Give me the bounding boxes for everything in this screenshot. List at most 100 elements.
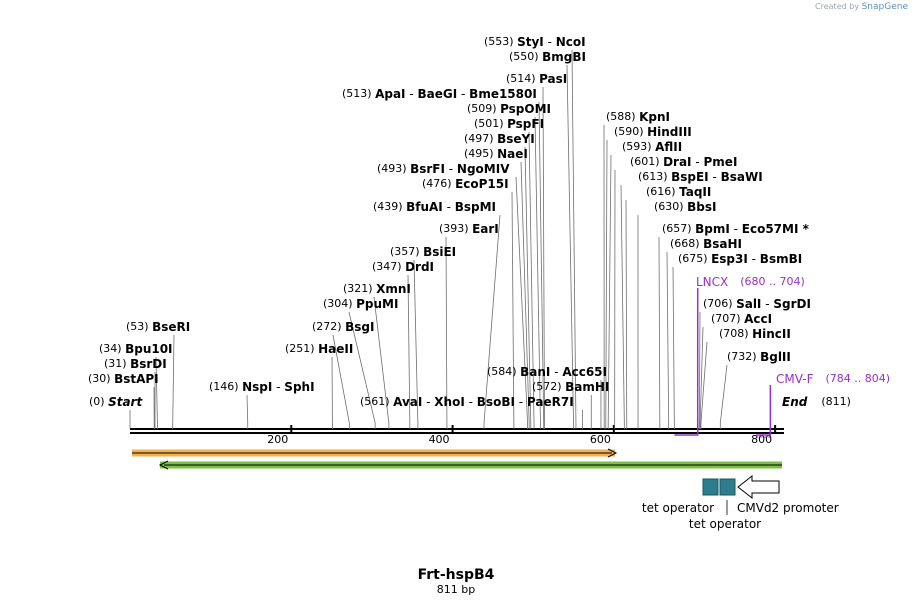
cut-leader-bpmi: [658, 236, 661, 429]
site-label-ecop15i[interactable]: (476) EcoP15I: [422, 177, 509, 191]
site-label-bseri[interactable]: (53) BseRI: [126, 320, 190, 334]
cut-leader-pasi: [542, 86, 545, 429]
primer-annotations: LNCX (680 .. 704) CMV-F (784 .. 804): [674, 275, 890, 438]
site-label-bsahi[interactable]: (668) BsaHI: [670, 237, 742, 251]
site-label-sali[interactable]: (706) SalI - SgrDI: [703, 297, 811, 311]
ruler-tick-label-800: 800: [751, 433, 772, 446]
site-label-eari[interactable]: (393) EarI: [439, 222, 499, 236]
green-feature-arrow[interactable]: [158, 460, 782, 470]
cmvd2-promoter-arrow[interactable]: [737, 474, 780, 500]
ruler-ticks: 200 400 600 800: [267, 425, 777, 446]
site-label-bstapi[interactable]: (30) BstAPI: [88, 372, 159, 386]
feature-label-cmvd2-promoter: CMVd2 promoter: [737, 501, 839, 515]
cut-leader-aflii: [607, 154, 612, 429]
site-label-bsrfi[interactable]: (493) BsrFI - NgoMIV: [377, 162, 510, 176]
site-label-drai[interactable]: (601) DraI - PmeI: [630, 155, 737, 169]
site-label-bamhi[interactable]: (572) BamHI: [532, 380, 609, 394]
site-label-styi[interactable]: (553) StyI - NcoI: [484, 35, 586, 49]
cut-leader-bsrfi: [515, 176, 528, 429]
cut-leader-sali: [698, 311, 701, 429]
map-title: Frt-hspB4: [418, 567, 495, 583]
site-label-pspfi[interactable]: (501) PspFI: [474, 117, 544, 131]
cut-leader-hindiii: [605, 139, 608, 429]
site-label-bsrdi[interactable]: (31) BsrDI: [104, 357, 167, 371]
site-label-bspei[interactable]: (613) BspEI - BsaWI: [638, 170, 763, 184]
site-label-kpni[interactable]: (588) KpnI: [606, 110, 670, 124]
site-label-bseyi[interactable]: (497) BseYI: [464, 132, 535, 146]
site-label-pasi[interactable]: (514) PasI: [506, 72, 567, 86]
site-label-bsiei[interactable]: (357) BsiEI: [390, 245, 456, 259]
site-label-hincii[interactable]: (708) HincII: [719, 327, 791, 341]
snapgene-credit: Created by SnapGene: [815, 2, 908, 12]
site-label-end[interactable]: End (811): [782, 395, 851, 409]
cut-leader-hincii: [700, 341, 708, 429]
credit-prefix: Created by: [815, 2, 860, 11]
cut-leader-pspomi: [534, 116, 541, 429]
site-label-acci[interactable]: (707) AccI: [711, 312, 772, 326]
feature-label-tet-operator-1: tet operator: [642, 501, 714, 515]
site-label-esp3i[interactable]: (675) Esp3I - BsmBI: [678, 252, 802, 266]
site-label-aflii[interactable]: (593) AflII: [622, 140, 682, 154]
site-label-bglii[interactable]: (732) BglII: [727, 350, 791, 364]
cut-leader-naei: [520, 161, 530, 429]
primer-label-lncx[interactable]: LNCX (680 .. 704): [696, 275, 805, 289]
cut-leader-eari: [445, 236, 448, 429]
site-label-bsgi[interactable]: (272) BsgI: [312, 320, 374, 334]
snapgene-logo: SnapGene: [861, 2, 908, 12]
cut-leader-bseyi: [524, 146, 532, 429]
cut-leader-bmgbi: [566, 64, 574, 429]
site-label-pspomi[interactable]: (509) PspOMI: [467, 102, 551, 116]
site-label-ppumi[interactable]: (304) PpuMI: [323, 297, 398, 311]
site-label-naei[interactable]: (495) NaeI: [464, 147, 528, 161]
cut-leader-bsahi: [666, 251, 670, 429]
cut-leader-xmni: [373, 296, 390, 429]
cut-leader-styi: [571, 49, 577, 429]
cut-leader-bsiei: [413, 259, 419, 429]
cut-site-leaders: [129, 49, 728, 429]
site-label-xmni[interactable]: (321) XmnI: [343, 282, 411, 296]
cut-leader-bpu10i: [155, 356, 158, 429]
primer-cmv-f-arrow[interactable]: [756, 385, 772, 436]
orange-feature-arrow[interactable]: [132, 448, 618, 458]
map-length: 811 bp: [437, 583, 475, 596]
cut-leader-pspfi: [528, 131, 535, 429]
site-label-bpu10i[interactable]: (34) Bpu10I: [99, 342, 173, 356]
cut-leader-bglii: [719, 364, 728, 429]
restriction-site-labels: (553) StyI - NcoI(550) BmgBI(514) PasI(5…: [88, 35, 851, 409]
cut-leader-nspi: [246, 394, 249, 429]
cut-leader-apai: [538, 101, 545, 429]
site-label-apai[interactable]: (513) ApaI - BaeGI - Bme1580I: [342, 87, 537, 101]
cut-leader-taqii: [625, 199, 628, 429]
cut-leader-bseri: [172, 334, 175, 429]
sequence-backbone: [130, 428, 784, 434]
cut-leader-ppumi: [348, 311, 376, 429]
ruler-tick-label-600: 600: [590, 433, 611, 446]
ruler-tick-label-200: 200: [267, 433, 288, 446]
primer-label-cmv-f[interactable]: CMV-F (784 .. 804): [776, 372, 890, 386]
cut-leader-bsgi: [332, 334, 350, 429]
tet-operator-box-1[interactable]: [702, 478, 719, 496]
feature-label-tet-operator-2: tet operator: [689, 517, 761, 531]
site-label-hindiii[interactable]: (590) HindIII: [614, 125, 692, 139]
cut-leader-acci: [699, 326, 704, 429]
site-label-nspi[interactable]: (146) NspI - SphI: [209, 380, 315, 394]
site-label-taqii[interactable]: (616) TaqII: [646, 185, 711, 199]
site-label-bmgbi[interactable]: (550) BmgBI: [509, 50, 586, 64]
site-label-bfuai[interactable]: (439) BfuAI - BspMI: [373, 200, 496, 214]
primer-lncx-arrow[interactable]: [674, 288, 699, 436]
site-label-start[interactable]: (0) Start: [89, 395, 143, 409]
cut-leader-drdi: [407, 274, 411, 429]
site-label-bpmi[interactable]: (657) BpmI - Eco57MI *: [662, 222, 810, 236]
site-label-bbsi[interactable]: (630) BbsI: [654, 200, 716, 214]
tet-operator-box-2[interactable]: [719, 478, 736, 496]
site-label-drdi[interactable]: (347) DrdI: [372, 260, 434, 274]
ruler-tick-label-400: 400: [429, 433, 450, 446]
cut-leader-esp3i: [672, 266, 675, 429]
cut-leader-bspei: [620, 184, 625, 429]
site-label-bani[interactable]: (584) BanI - Acc65I: [487, 365, 607, 379]
cut-leader-ecop15i: [511, 191, 515, 429]
site-label-avai[interactable]: (561) AvaI - XhoI - BsoBI - PaeR7I: [360, 395, 574, 409]
cut-leader-bfuai: [483, 214, 501, 429]
site-label-haeii[interactable]: (251) HaeII: [285, 342, 353, 356]
